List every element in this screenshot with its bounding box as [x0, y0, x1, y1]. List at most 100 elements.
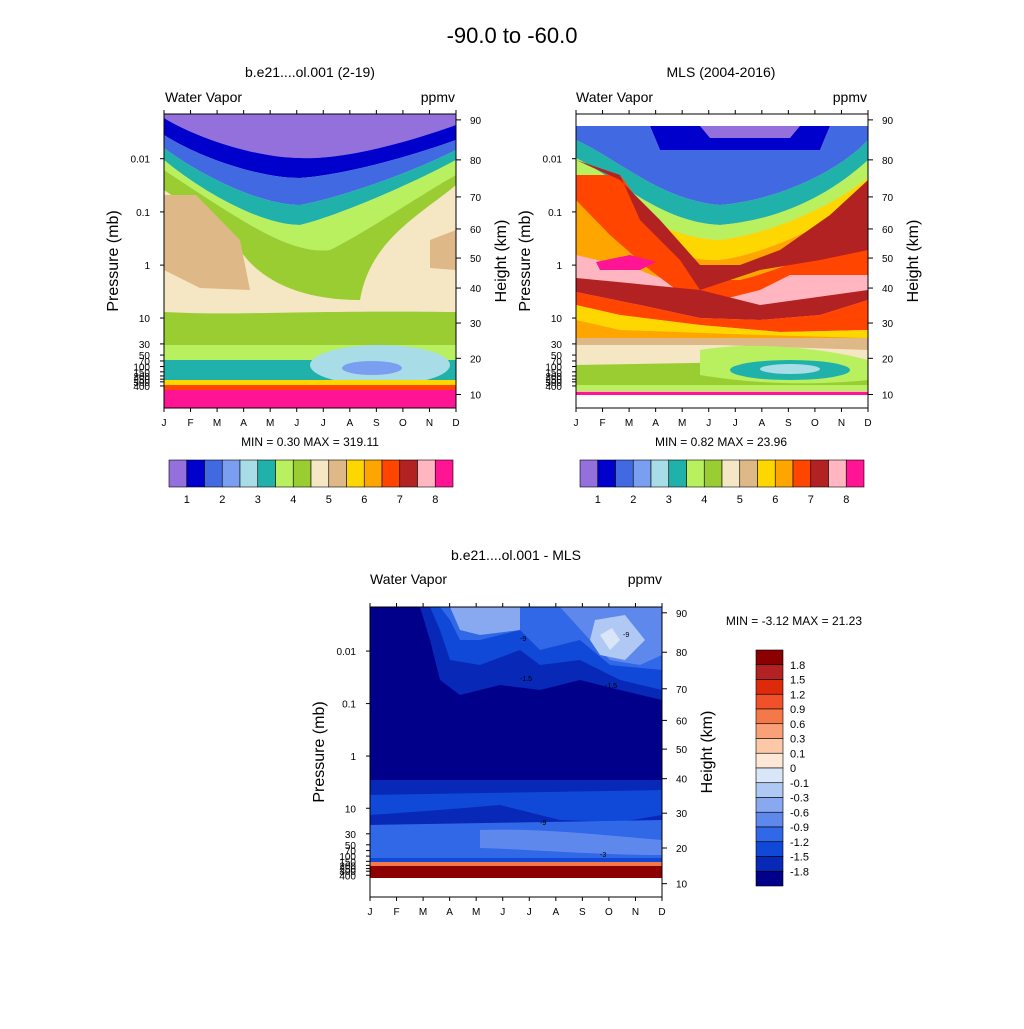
- y2-tick-label: 30: [470, 319, 482, 330]
- colorbar-swatch: [755, 811, 784, 828]
- y-tick-label: 10: [139, 314, 151, 325]
- y-tick-label: 10: [345, 804, 357, 815]
- colorbar-swatch: [168, 459, 188, 488]
- y2-tick-label: 50: [676, 745, 688, 756]
- y2-tick-label: 60: [676, 716, 688, 727]
- x-tick-label: J: [527, 907, 532, 918]
- colorbar-swatch: [579, 459, 599, 488]
- colorbar-swatch: [292, 459, 312, 488]
- panel-mls: MLS (2004-2016) Water Vapor ppmv: [517, 64, 922, 506]
- colorbar-swatch: [703, 459, 723, 488]
- x-tick-label: J: [706, 418, 711, 429]
- colorbar-label: 4: [701, 494, 707, 506]
- y-tick-label: 200: [545, 372, 562, 383]
- x-tick-label: S: [579, 907, 586, 918]
- y2-tick-label: 20: [470, 354, 482, 365]
- colorbar-swatch: [632, 459, 652, 488]
- y-axis-title: Pressure (mb): [105, 210, 122, 311]
- panel-diff-colorbar: 1.8 1.5 1.2 0.9 0.6 0.3 0.1 0 -0.1 -0.3 -0.6 -0.9 -1…: [755, 649, 809, 887]
- colorbar-label: -0.9: [790, 822, 809, 834]
- panel-model-min-max: MIN = 0.30 MAX = 319.11: [241, 435, 379, 449]
- colorbar-label: 2: [219, 494, 225, 506]
- y2-tick-label: 40: [676, 775, 688, 786]
- x-tick-label: J: [294, 418, 299, 429]
- y2-tick-label: 10: [470, 390, 482, 401]
- y-tick-label: 300: [545, 378, 562, 389]
- colorbar-label: -1.2: [790, 837, 809, 849]
- panel-model-plot: [163, 113, 457, 409]
- colorbar-swatch: [810, 459, 829, 488]
- y-tick-label: 30: [139, 340, 151, 351]
- colorbar-label: 1.5: [790, 675, 805, 687]
- panel-mls-units-label: ppmv: [833, 89, 867, 105]
- colorbar-label: 1: [595, 494, 601, 506]
- y-tick-label: 150: [339, 857, 356, 868]
- panel-mls-colorbar: 1 2 3 4 5 6 7 8: [579, 459, 865, 506]
- y-axis-title: Pressure (mb): [311, 701, 328, 802]
- x-tick-label: F: [393, 907, 399, 918]
- y-tick-label: 10: [551, 314, 563, 325]
- colorbar-label: 1: [184, 494, 190, 506]
- colorbar-swatch: [239, 459, 259, 488]
- x-tick-label: A: [240, 418, 247, 429]
- colorbar-swatch: [417, 459, 436, 488]
- x-tick-label: O: [811, 418, 819, 429]
- colorbar-swatch: [755, 664, 784, 680]
- colorbar-swatch: [615, 459, 634, 488]
- colorbar-swatch: [399, 459, 418, 488]
- panel-model-units-label: ppmv: [421, 89, 455, 105]
- x-tick-label: M: [678, 418, 686, 429]
- y-tick-label: 50: [345, 841, 357, 852]
- colorbar-swatch: [668, 459, 687, 488]
- colorbar-swatch: [346, 459, 365, 488]
- x-tick-label: J: [500, 907, 505, 918]
- colorbar-swatch: [755, 782, 784, 798]
- y2-tick-label: 40: [470, 284, 482, 295]
- y-axis-title: Pressure (mb): [517, 210, 534, 311]
- colorbar-label: 1.2: [790, 689, 805, 701]
- y-tick-label: 70: [551, 357, 563, 368]
- diff-contour-label-3: -1.5: [520, 676, 532, 683]
- y2-tick-label: 20: [882, 354, 894, 365]
- panel-diff-units-label: ppmv: [628, 571, 662, 587]
- y-tick-label: 100: [133, 363, 150, 374]
- colorbar-label: -1.8: [790, 866, 809, 878]
- y-tick-label: 1: [556, 261, 562, 272]
- colorbar-swatch: [434, 459, 454, 488]
- y2-tick-label: 40: [882, 284, 894, 295]
- colorbar-label: 2: [630, 494, 636, 506]
- colorbar-label: 6: [772, 494, 778, 506]
- colorbar-swatch: [774, 459, 794, 488]
- colorbar-label: 3: [255, 494, 261, 506]
- colorbar-swatch: [755, 856, 784, 872]
- y2-tick-label: 80: [676, 648, 688, 659]
- y2-tick-label: 50: [882, 254, 894, 265]
- colorbar-label: 0.6: [790, 719, 805, 731]
- colorbar-swatch: [686, 459, 705, 488]
- colorbar-swatch: [755, 738, 784, 754]
- y2-tick-label: 70: [882, 193, 894, 204]
- x-tick-label: M: [213, 418, 221, 429]
- colorbar-swatch: [828, 459, 847, 488]
- y2-tick-label: 90: [470, 116, 482, 127]
- x-tick-label: A: [446, 907, 453, 918]
- panel-mls-min-max: MIN = 0.82 MAX = 23.96: [655, 435, 787, 449]
- y2-tick-label: 80: [882, 156, 894, 167]
- colorbar-swatch: [721, 459, 741, 488]
- y2-tick-label: 70: [676, 685, 688, 696]
- y-tick-label: 1: [350, 752, 356, 763]
- colorbar-swatch: [755, 826, 784, 843]
- panel-diff-axes: J F M A M J J A S O N D0.010.1110305070100150200250…: [311, 603, 716, 918]
- y-tick-label: 1: [144, 261, 150, 272]
- y2-tick-label: 30: [882, 319, 894, 330]
- y2-tick-label: 10: [882, 390, 894, 401]
- x-tick-label: D: [452, 418, 459, 429]
- colorbar-swatch: [310, 459, 330, 488]
- x-tick-label: D: [864, 418, 871, 429]
- y-tick-label: 250: [545, 375, 562, 386]
- panel-model-axes: J F M A M J J A S O N D0.010.1110305070100150200250…: [105, 110, 510, 429]
- x-tick-label: N: [838, 418, 845, 429]
- y-tick-label: 200: [133, 372, 150, 383]
- colorbar-swatch: [755, 708, 784, 725]
